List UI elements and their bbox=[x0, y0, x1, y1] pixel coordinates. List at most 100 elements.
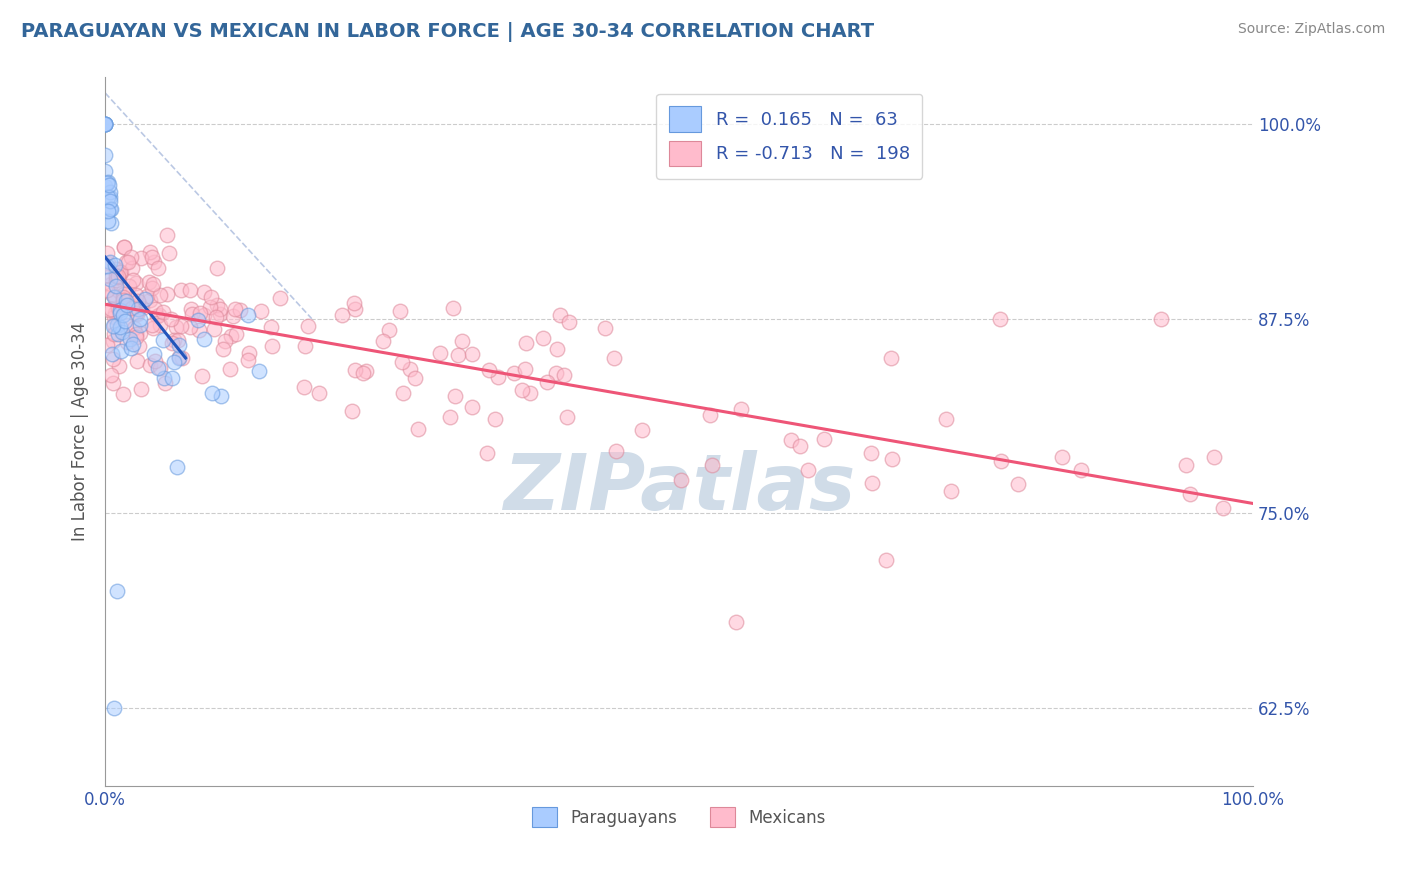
Point bbox=[108, 359, 131, 373]
Point bbox=[441, 301, 464, 315]
Point bbox=[860, 475, 883, 490]
Point bbox=[340, 404, 363, 418]
Point bbox=[142, 321, 165, 335]
Point bbox=[111, 297, 134, 311]
Point bbox=[990, 454, 1012, 468]
Point bbox=[167, 351, 190, 365]
Point bbox=[208, 302, 231, 317]
Point bbox=[142, 277, 165, 291]
Point bbox=[143, 254, 166, 268]
Point bbox=[356, 364, 378, 378]
Point bbox=[117, 255, 139, 269]
Point bbox=[725, 615, 748, 630]
Point bbox=[127, 301, 149, 316]
Point bbox=[730, 401, 752, 416]
Point bbox=[107, 269, 129, 284]
Point bbox=[97, 175, 120, 189]
Point bbox=[107, 284, 129, 298]
Point bbox=[536, 375, 558, 389]
Point bbox=[125, 354, 148, 368]
Point bbox=[515, 361, 537, 376]
Point bbox=[98, 202, 121, 216]
Point bbox=[129, 382, 152, 396]
Point bbox=[105, 261, 128, 276]
Point bbox=[172, 351, 194, 365]
Point bbox=[112, 240, 135, 254]
Point bbox=[100, 347, 122, 361]
Point bbox=[104, 290, 127, 304]
Point bbox=[1050, 450, 1073, 464]
Point bbox=[238, 346, 260, 360]
Point bbox=[880, 351, 903, 365]
Point bbox=[101, 334, 124, 348]
Point bbox=[121, 301, 143, 315]
Point bbox=[114, 314, 136, 328]
Point bbox=[108, 265, 131, 279]
Point bbox=[188, 323, 211, 337]
Point bbox=[167, 337, 190, 351]
Point bbox=[121, 261, 143, 276]
Point bbox=[96, 245, 118, 260]
Text: PARAGUAYAN VS MEXICAN IN LABOR FORCE | AGE 30-34 CORRELATION CHART: PARAGUAYAN VS MEXICAN IN LABOR FORCE | A… bbox=[21, 22, 875, 42]
Point bbox=[156, 227, 179, 242]
Point bbox=[118, 278, 141, 293]
Point bbox=[294, 339, 316, 353]
Point bbox=[447, 349, 470, 363]
Point bbox=[101, 376, 124, 390]
Point bbox=[404, 371, 426, 385]
Point bbox=[101, 351, 124, 366]
Point bbox=[128, 318, 150, 332]
Point bbox=[439, 410, 461, 425]
Point bbox=[193, 308, 215, 322]
Point bbox=[343, 301, 366, 316]
Point bbox=[779, 433, 801, 447]
Point bbox=[260, 319, 283, 334]
Point bbox=[112, 240, 135, 254]
Point bbox=[97, 256, 120, 270]
Point bbox=[392, 386, 415, 401]
Point bbox=[120, 250, 142, 264]
Point bbox=[100, 277, 122, 292]
Point bbox=[149, 318, 172, 332]
Point bbox=[108, 306, 131, 320]
Point bbox=[169, 283, 191, 297]
Point bbox=[461, 347, 484, 361]
Point bbox=[111, 325, 134, 339]
Point bbox=[97, 189, 120, 203]
Point bbox=[292, 380, 315, 394]
Point bbox=[406, 422, 429, 436]
Point bbox=[531, 331, 554, 345]
Text: ZIPatlas: ZIPatlas bbox=[503, 450, 855, 526]
Point bbox=[129, 251, 152, 265]
Point bbox=[105, 278, 128, 293]
Point bbox=[859, 446, 882, 460]
Point bbox=[389, 303, 412, 318]
Point bbox=[444, 389, 467, 403]
Point bbox=[128, 339, 150, 353]
Point bbox=[98, 255, 121, 269]
Point bbox=[94, 179, 117, 194]
Point bbox=[112, 293, 135, 307]
Point bbox=[110, 303, 132, 318]
Point bbox=[1202, 450, 1225, 464]
Point bbox=[167, 333, 190, 347]
Point bbox=[669, 473, 692, 487]
Point bbox=[486, 370, 509, 384]
Point bbox=[105, 584, 128, 599]
Point bbox=[330, 308, 353, 322]
Point bbox=[308, 386, 330, 401]
Point bbox=[378, 322, 401, 336]
Point bbox=[593, 321, 616, 335]
Point bbox=[138, 293, 160, 307]
Point bbox=[391, 355, 413, 369]
Point bbox=[813, 432, 835, 446]
Point bbox=[105, 269, 128, 284]
Point bbox=[198, 300, 221, 314]
Point bbox=[202, 322, 225, 336]
Point bbox=[179, 320, 201, 334]
Point bbox=[1150, 311, 1173, 326]
Point bbox=[205, 298, 228, 312]
Point bbox=[225, 327, 247, 342]
Point bbox=[503, 366, 526, 380]
Point bbox=[1174, 458, 1197, 472]
